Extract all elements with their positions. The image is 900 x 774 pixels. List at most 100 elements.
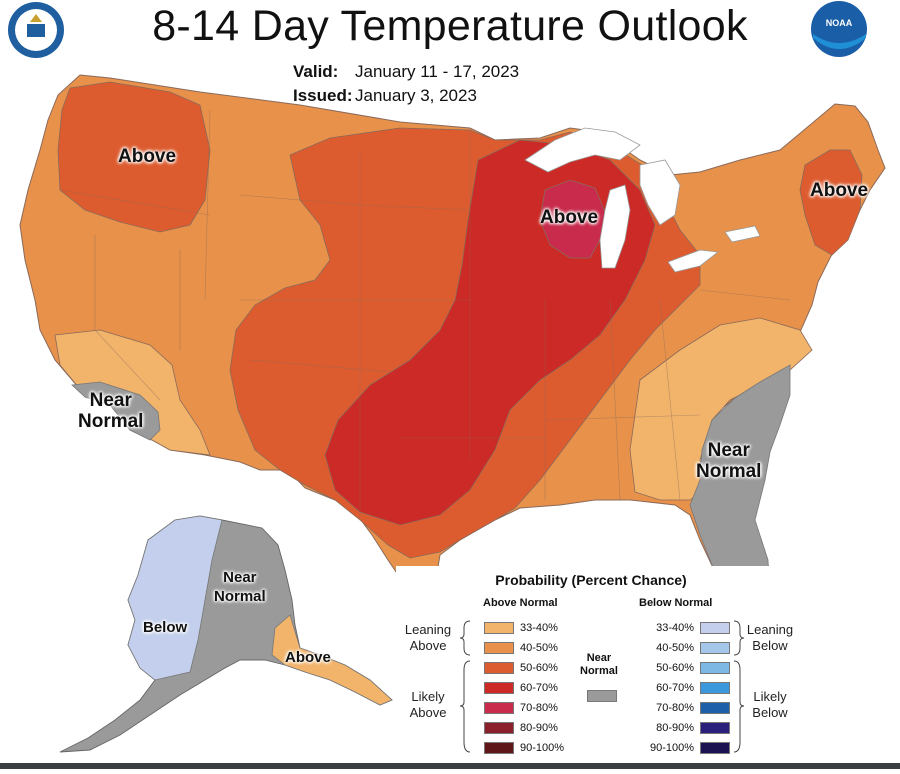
legend-above-swatch	[484, 722, 514, 734]
likely-above-line1: Likely	[411, 689, 445, 704]
legend-below-swatch	[700, 722, 730, 734]
noaa-logo-text: NOAA	[826, 18, 853, 28]
ne-above-zone	[799, 149, 863, 256]
lake-michigan	[599, 184, 631, 269]
legend-below-swatch	[700, 642, 730, 654]
lake-erie	[667, 249, 720, 273]
legend-below-row: 80-90%	[642, 721, 730, 735]
commerce-seal-logo	[8, 2, 64, 58]
alaska-shape	[59, 515, 393, 753]
ak-near-line2: Normal	[214, 588, 266, 605]
ak-near-line1: Near	[223, 569, 257, 586]
likely-below-line2: Below	[752, 705, 788, 720]
date-block: Valid: January 11 - 17, 2023 Issued: Janua…	[293, 60, 519, 108]
legend-leaning-below: Leaning Below	[746, 622, 794, 654]
legend-above-pct: 80-90%	[520, 722, 558, 734]
alaska-above-zone	[271, 614, 393, 706]
valid-label: Valid:	[293, 62, 339, 81]
legend-below-pct: 90-100%	[649, 742, 694, 754]
legend-below-row: 50-60%	[642, 661, 730, 675]
legend-leaning-above: Leaning Above	[398, 622, 458, 654]
page-title: 8-14 Day Temperature Outlook	[152, 2, 748, 50]
near-sw-line2: Normal	[78, 411, 144, 432]
near-se-line2: Normal	[696, 461, 762, 482]
legend-above-pct: 50-60%	[520, 662, 558, 674]
legend-above-row: 90-100%	[484, 741, 564, 755]
legend-above-pct: 70-80%	[520, 702, 558, 714]
leaning-above-line2: Above	[409, 638, 447, 653]
state-borders	[59, 109, 791, 520]
legend-above-heading: Above Normal	[483, 597, 558, 609]
legend-below-pct: 60-70%	[656, 682, 694, 694]
lake-huron	[639, 159, 681, 226]
legend-above-row: 70-80%	[484, 701, 558, 715]
legend-below-row: 40-50%	[642, 641, 730, 655]
legend-below-pct: 70-80%	[656, 702, 694, 714]
legend-below-swatch	[700, 702, 730, 714]
legend-above-swatch	[484, 662, 514, 674]
likely-above-line2: Above	[409, 705, 447, 720]
near-se-line1: Near	[707, 440, 750, 461]
near-line2: Normal	[580, 665, 618, 677]
noaa-logo: NOAA	[811, 1, 867, 57]
legend-above-row: 50-60%	[484, 661, 558, 675]
legend-below-swatch	[700, 742, 730, 754]
bottom-bar	[0, 763, 900, 769]
legend-above-pct: 60-70%	[520, 682, 558, 694]
legend-below-swatch	[700, 622, 730, 634]
legend-below-pct: 50-60%	[656, 662, 694, 674]
legend-near-normal: Near Normal	[580, 652, 618, 678]
legend-below-row: 33-40%	[642, 621, 730, 635]
legend-below-pct: 40-50%	[656, 642, 694, 654]
leaning-below-line2: Below	[752, 638, 788, 653]
lake-ontario	[724, 225, 761, 243]
legend-above-swatch	[484, 642, 514, 654]
likely-below-line1: Likely	[753, 689, 787, 704]
legend-above-swatch	[484, 742, 514, 754]
near-sw-line1: Near	[89, 390, 132, 411]
legend-below-pct: 33-40%	[656, 622, 694, 634]
legend-above-row: 40-50%	[484, 641, 558, 655]
legend-below-pct: 80-90%	[656, 722, 694, 734]
legend-likely-above: Likely Above	[398, 689, 458, 721]
alaska-below-zone	[127, 515, 223, 681]
near-normal-swatch	[587, 690, 617, 702]
valid-value: January 11 - 17, 2023	[355, 62, 520, 81]
legend-above-pct: 40-50%	[520, 642, 558, 654]
legend-left-braces	[459, 620, 471, 753]
legend-likely-below: Likely Below	[746, 689, 794, 721]
label-ak-below: Below	[143, 619, 188, 636]
leaning-below-line1: Leaning	[746, 622, 794, 637]
legend-title: Probability (Percent Chance)	[495, 572, 687, 588]
legend-above-pct: 33-40%	[520, 622, 558, 634]
legend-above-row: 33-40%	[484, 621, 558, 635]
label-above-nw: Above	[118, 146, 177, 167]
label-above-midwest: Above	[540, 207, 599, 228]
legend-below-row: 90-100%	[642, 741, 730, 755]
lake-superior	[524, 127, 641, 173]
legend-above-row: 80-90%	[484, 721, 558, 735]
sw-near-normal-zone	[71, 381, 161, 441]
near-line1: Near	[586, 652, 612, 664]
legend-above-swatch	[484, 622, 514, 634]
legend-below-swatch	[700, 662, 730, 674]
legend: Probability (Percent Chance) Above Norma…	[396, 566, 793, 759]
label-ak-above: Above	[285, 649, 331, 666]
se-near-normal-zone	[689, 364, 791, 613]
label-near-normal-se: Near Normal	[696, 440, 761, 482]
legend-above-pct: 90-100%	[520, 742, 565, 754]
label-above-ne: Above	[810, 180, 869, 201]
legend-below-heading: Below Normal	[639, 597, 713, 609]
legend-above-swatch	[484, 682, 514, 694]
issued-label: Issued:	[293, 86, 353, 105]
legend-above-swatch	[484, 702, 514, 714]
legend-above-row: 60-70%	[484, 681, 558, 695]
nw-above-zone	[57, 81, 211, 233]
legend-below-swatch	[700, 682, 730, 694]
legend-right-braces	[733, 620, 745, 753]
legend-below-row: 60-70%	[642, 681, 730, 695]
legend-below-row: 70-80%	[642, 701, 730, 715]
label-ak-near-normal: Near Normal	[214, 568, 266, 606]
